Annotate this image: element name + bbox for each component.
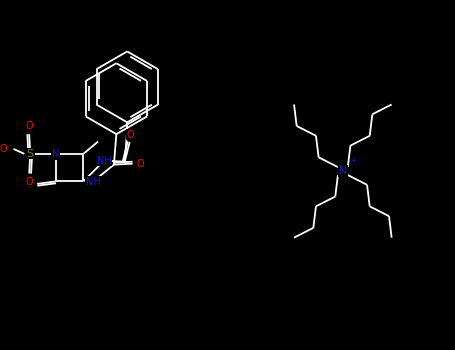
Text: S: S xyxy=(27,149,34,159)
Text: NH: NH xyxy=(86,177,101,187)
Text: O: O xyxy=(26,179,34,189)
Text: +: + xyxy=(350,156,357,165)
Text: O: O xyxy=(25,121,33,131)
Text: O: O xyxy=(25,177,33,187)
Text: O: O xyxy=(0,144,7,154)
Text: O: O xyxy=(136,159,144,169)
Text: NH: NH xyxy=(97,156,111,166)
Text: N: N xyxy=(339,166,347,176)
Text: N: N xyxy=(52,149,60,159)
Text: O: O xyxy=(127,130,135,140)
